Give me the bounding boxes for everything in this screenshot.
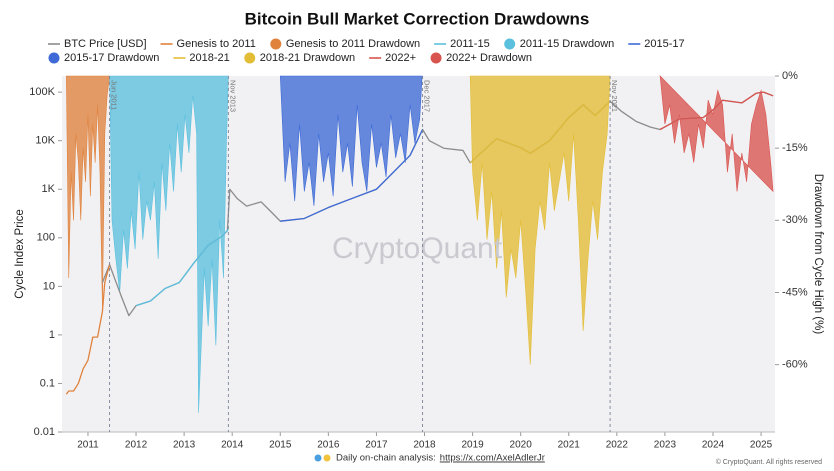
legend-item: Genesis to 2011 bbox=[160, 38, 256, 50]
legend-item: 2022+ bbox=[369, 52, 416, 64]
y2-tick-label: -45% bbox=[782, 286, 808, 298]
legend-item: 2015-17 Drawdown bbox=[48, 52, 159, 64]
price-lines bbox=[65, 91, 774, 395]
price-line bbox=[135, 228, 229, 307]
overlay: 0.01 0.1 1 10 100 1K 10K 100K 0% -15% -30% -45% -60%… bbox=[29, 70, 808, 451]
legend-label: 2015-17 Drawdown bbox=[64, 52, 159, 64]
x-tick-label: 2023 bbox=[654, 440, 677, 451]
drawdown-area bbox=[109, 75, 229, 413]
legend-marker bbox=[48, 52, 60, 64]
legend-marker bbox=[244, 52, 256, 64]
legend-label: BTC Price [USD] bbox=[64, 38, 147, 50]
legend-item: 2011-15 bbox=[434, 38, 490, 50]
annotation-label: Dec 2017 bbox=[423, 80, 432, 112]
x-tick-label: 2012 bbox=[125, 440, 148, 451]
legend-marker bbox=[504, 38, 516, 50]
annotation-label: Nov 2013 bbox=[228, 80, 237, 112]
y-tick-label: 0.01 bbox=[34, 426, 55, 438]
x-tick-label: 2017 bbox=[365, 440, 388, 451]
x-tick-label: 2014 bbox=[221, 440, 244, 451]
price-line bbox=[659, 91, 774, 131]
footer-text: Daily on-chain analysis: bbox=[336, 453, 436, 464]
chart-title: Bitcoin Bull Market Correction Drawdowns bbox=[245, 9, 590, 28]
legend-label: 2018-21 Drawdown bbox=[260, 52, 355, 64]
footer: Daily on-chain analysis: https://x.com/A… bbox=[314, 453, 545, 464]
y-tick-label: 10 bbox=[43, 280, 55, 292]
legend-item: 2018-21 bbox=[173, 52, 230, 64]
x-tick-label: 2024 bbox=[702, 440, 725, 451]
legend-label: 2022+ Drawdown bbox=[446, 52, 532, 64]
x-tick-label: 2018 bbox=[413, 440, 436, 451]
x-tick-label: 2021 bbox=[558, 440, 581, 451]
y-tick-label: 1K bbox=[42, 183, 56, 195]
legend-label: 2022+ bbox=[385, 52, 416, 64]
drawdown-areas bbox=[66, 75, 774, 413]
y-tick-label: 1 bbox=[49, 329, 55, 341]
price-line bbox=[65, 264, 111, 395]
drawdown-area bbox=[469, 75, 611, 365]
x-tick-label: 2013 bbox=[173, 440, 196, 451]
x-tick-label: 2015 bbox=[269, 440, 292, 451]
x-tick-label: 2025 bbox=[750, 440, 773, 451]
x-tick-label: 2022 bbox=[606, 440, 629, 451]
legend-item: Genesis to 2011 Drawdown bbox=[270, 38, 420, 50]
legend-item: 2011-15 Drawdown bbox=[504, 38, 614, 50]
y2-tick-label: -60% bbox=[782, 359, 808, 371]
x-tick-label: 2019 bbox=[461, 440, 484, 451]
legend-marker bbox=[430, 52, 442, 64]
annotation-label: Jun 2011 bbox=[110, 80, 119, 110]
price-line bbox=[469, 100, 611, 164]
legend-item: 2018-21 Drawdown bbox=[244, 52, 355, 64]
footer-icon bbox=[314, 454, 322, 462]
x-tick-label: 2020 bbox=[510, 440, 533, 451]
y2-axis-label: Drawdown from Cycle High (%) bbox=[812, 174, 824, 335]
annotation-label: Nov 2021 bbox=[610, 80, 619, 112]
copyright: © CryptoQuant. All rights reserved bbox=[716, 458, 822, 466]
watermark: CryptoQuant bbox=[332, 232, 503, 265]
y2-tick-label: -30% bbox=[782, 214, 808, 226]
footer-icon bbox=[323, 454, 331, 462]
legend-item: 2022+ Drawdown bbox=[430, 52, 532, 64]
legend-label: 2011-15 Drawdown bbox=[520, 38, 615, 50]
y2-tick-label: -15% bbox=[782, 142, 808, 154]
y-tick-label: 100 bbox=[37, 232, 55, 244]
legend-marker bbox=[270, 38, 282, 50]
price-line bbox=[280, 129, 424, 222]
y-tick-label: 100K bbox=[29, 86, 55, 98]
y2-tick-label: 0% bbox=[782, 70, 798, 82]
legend-item: 2015-17 bbox=[628, 38, 685, 50]
legend-label: 2018-21 bbox=[189, 52, 229, 64]
legend-item: BTC Price [USD] bbox=[48, 38, 147, 50]
y-tick-label: 10K bbox=[35, 135, 55, 147]
footer-link[interactable]: https://x.com/AxelAdlerJr bbox=[440, 453, 545, 464]
drawdown-area bbox=[66, 75, 110, 307]
legend-label: Genesis to 2011 Drawdown bbox=[286, 38, 420, 50]
x-tick-label: 2016 bbox=[317, 440, 340, 451]
drawdown-area bbox=[279, 75, 423, 206]
y-tick-label: 0.1 bbox=[40, 377, 55, 389]
legend-label: 2015-17 bbox=[644, 38, 684, 50]
x-tick-label: 2011 bbox=[77, 440, 99, 451]
legend-label: 2011-15 bbox=[450, 38, 490, 50]
y-axis-label: Cycle Index Price bbox=[14, 209, 26, 298]
legend: BTC Price [USD] Genesis to 2011 Genesis to… bbox=[48, 38, 685, 64]
legend-label: Genesis to 2011 bbox=[177, 38, 256, 50]
